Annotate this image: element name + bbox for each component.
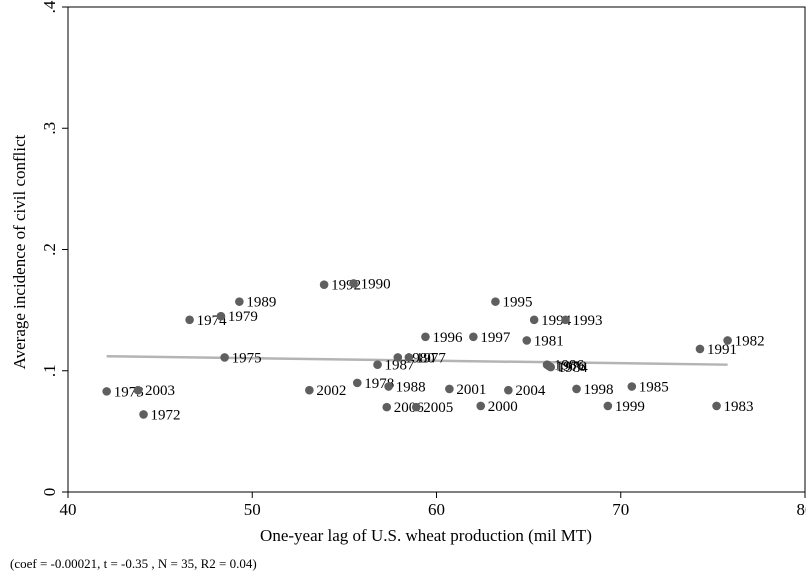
- point-label: 1988: [396, 380, 426, 396]
- point-label: 1972: [151, 407, 181, 423]
- point-label: 1975: [232, 350, 262, 366]
- data-point: [235, 297, 244, 306]
- point-label: 1995: [502, 295, 532, 311]
- data-point: [572, 384, 581, 394]
- data-point: [695, 344, 705, 354]
- point-label: 1990: [361, 276, 391, 292]
- data-point: [603, 401, 613, 411]
- point-label: 1981: [534, 333, 564, 349]
- point-label: 1977: [416, 350, 447, 366]
- data-point: [445, 384, 454, 394]
- point-label: 1999: [615, 399, 645, 415]
- data-point: [712, 401, 721, 411]
- point-label: 2000: [488, 399, 518, 415]
- data-point: [476, 401, 486, 411]
- y-tick-label: .1: [40, 364, 59, 377]
- y-axis-label: Average incidence of civil conflict: [10, 134, 29, 369]
- point-label: 1976: [556, 359, 587, 375]
- point-label: 1993: [572, 313, 602, 329]
- data-point: [185, 315, 194, 325]
- fit-line: [106, 354, 728, 366]
- point-label: 1989: [246, 295, 276, 311]
- axes: 40 50 60 70 80 0 .1 .2 .3 .4: [40, 0, 806, 519]
- x-tick-label: 60: [428, 500, 445, 519]
- y-tick-label: .2: [40, 243, 59, 256]
- point-label: 1979: [228, 309, 258, 325]
- y-tick-label: .4: [40, 0, 59, 13]
- point-label: 1991: [707, 342, 737, 358]
- data-point: [220, 353, 229, 362]
- point-label: 1983: [724, 399, 754, 415]
- data-point: [373, 360, 382, 369]
- point-label: 2003: [145, 383, 175, 399]
- regression-note: (coef = -0.00021, t = -0.35 , N = 35, R2…: [10, 556, 257, 571]
- data-point: [421, 332, 430, 342]
- point-label: 1982: [735, 333, 765, 349]
- x-tick-label: 50: [244, 500, 261, 519]
- point-label: 1985: [639, 380, 669, 396]
- data-point: [561, 315, 570, 325]
- data-point: [522, 336, 532, 345]
- data-point: [349, 279, 358, 288]
- point-label: 1987: [385, 358, 416, 374]
- data-point: [546, 362, 556, 372]
- point-label: 2001: [456, 382, 486, 398]
- data-point: [529, 315, 539, 325]
- x-tick-label: 70: [612, 500, 629, 519]
- data-point: [404, 353, 414, 362]
- data-point: [627, 382, 637, 391]
- data-point: [411, 402, 421, 412]
- y-tick-label: .3: [40, 122, 59, 135]
- data-point: [352, 378, 362, 388]
- point-label: 1996: [432, 330, 463, 346]
- data-point: [469, 332, 478, 342]
- data-point: [102, 387, 111, 396]
- fit-line-group: [106, 354, 728, 366]
- data-point: [216, 311, 226, 321]
- point-label: 1986: [554, 358, 585, 374]
- point-label: 1980: [405, 350, 435, 366]
- point-label: 1984: [558, 360, 589, 376]
- x-tick-label: 80: [797, 500, 806, 519]
- data-point: [133, 385, 143, 395]
- data-point: [305, 385, 314, 395]
- data-point: [393, 353, 403, 362]
- data-point: [504, 385, 513, 395]
- scatter-chart: 40506070800.1.2.3.4 19721973200319741979…: [10, 0, 806, 545]
- point-label: 2005: [423, 400, 453, 416]
- x-tick-label: 40: [60, 500, 77, 519]
- data-point: [491, 297, 500, 306]
- point-label: 2002: [316, 383, 346, 399]
- x-axis-label: One-year lag of U.S. wheat production (m…: [260, 526, 592, 545]
- data-point: [139, 410, 148, 419]
- data-point: [384, 382, 393, 391]
- data-point: [382, 402, 392, 412]
- data-point: [723, 336, 732, 345]
- data-point: [319, 280, 329, 289]
- point-label: 1998: [584, 382, 614, 398]
- point-label: 1997: [480, 330, 511, 346]
- point-label: 2004: [515, 383, 546, 399]
- y-tick-label: 0: [40, 488, 59, 497]
